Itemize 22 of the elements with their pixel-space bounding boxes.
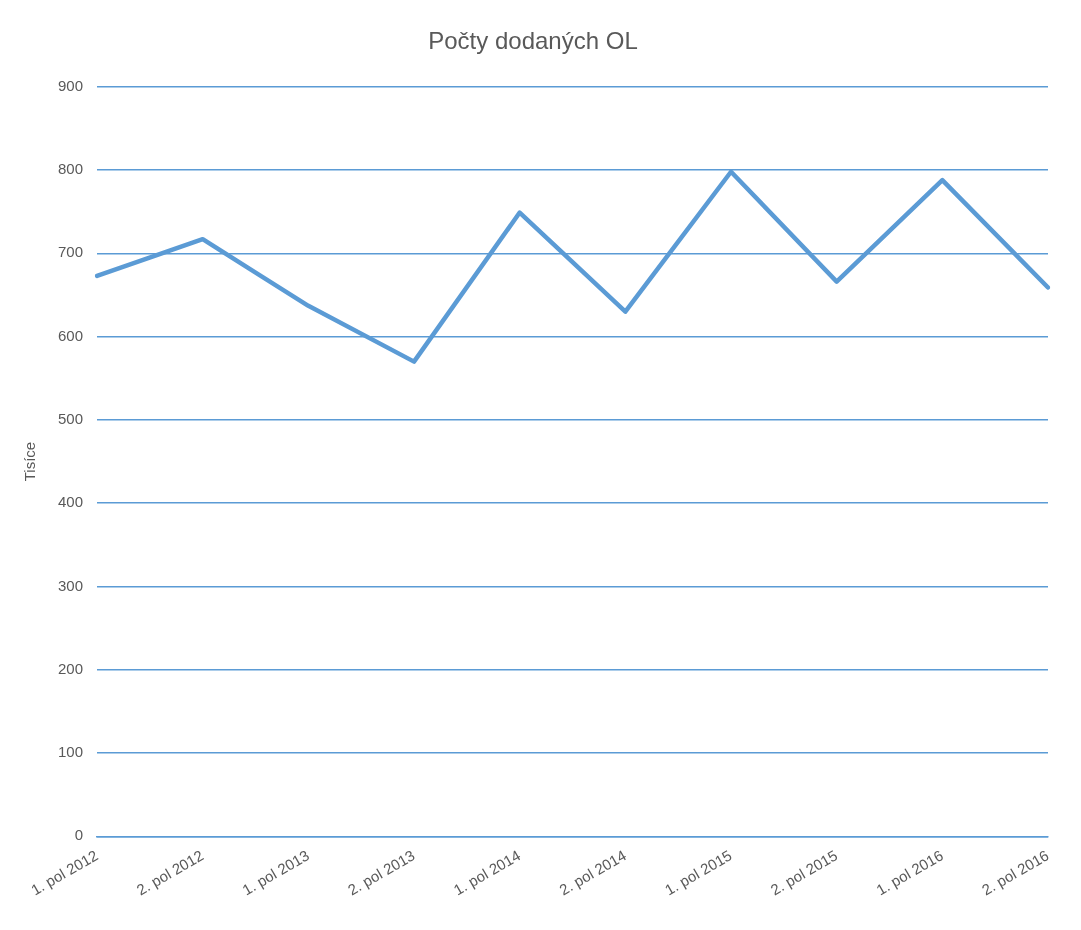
y-tick-label: 100 <box>58 743 84 761</box>
x-tick-label: 2. pol 2014 <box>556 846 629 899</box>
x-tick-label: 2. pol 2015 <box>767 846 841 899</box>
y-tick-label: 200 <box>58 659 84 677</box>
chart-title: Počty dodaných OL <box>428 27 638 55</box>
y-tick-label: 900 <box>58 76 84 94</box>
x-tick-label: 1. pol 2014 <box>450 846 524 899</box>
y-tick-label: 600 <box>58 326 84 344</box>
y-axis-title: Tisíce <box>21 441 39 482</box>
x-tick-label: 2. pol 2016 <box>978 846 1052 899</box>
x-tick-label: 1. pol 2012 <box>27 846 101 899</box>
x-tick-label: 1. pol 2015 <box>661 846 735 899</box>
y-tick-label: 300 <box>58 576 84 594</box>
x-tick-label: 1. pol 2016 <box>873 846 946 899</box>
y-tick-label: 500 <box>58 410 84 428</box>
y-tick-label: 800 <box>58 160 84 178</box>
x-tick-label: 2. pol 2013 <box>344 846 418 899</box>
y-tick-label: 700 <box>58 243 84 261</box>
x-tick-label: 1. pol 2013 <box>239 846 312 899</box>
x-tick-label: 2. pol 2012 <box>133 846 207 899</box>
y-tick-label: 400 <box>58 493 84 511</box>
y-tick-label: 0 <box>74 826 84 844</box>
